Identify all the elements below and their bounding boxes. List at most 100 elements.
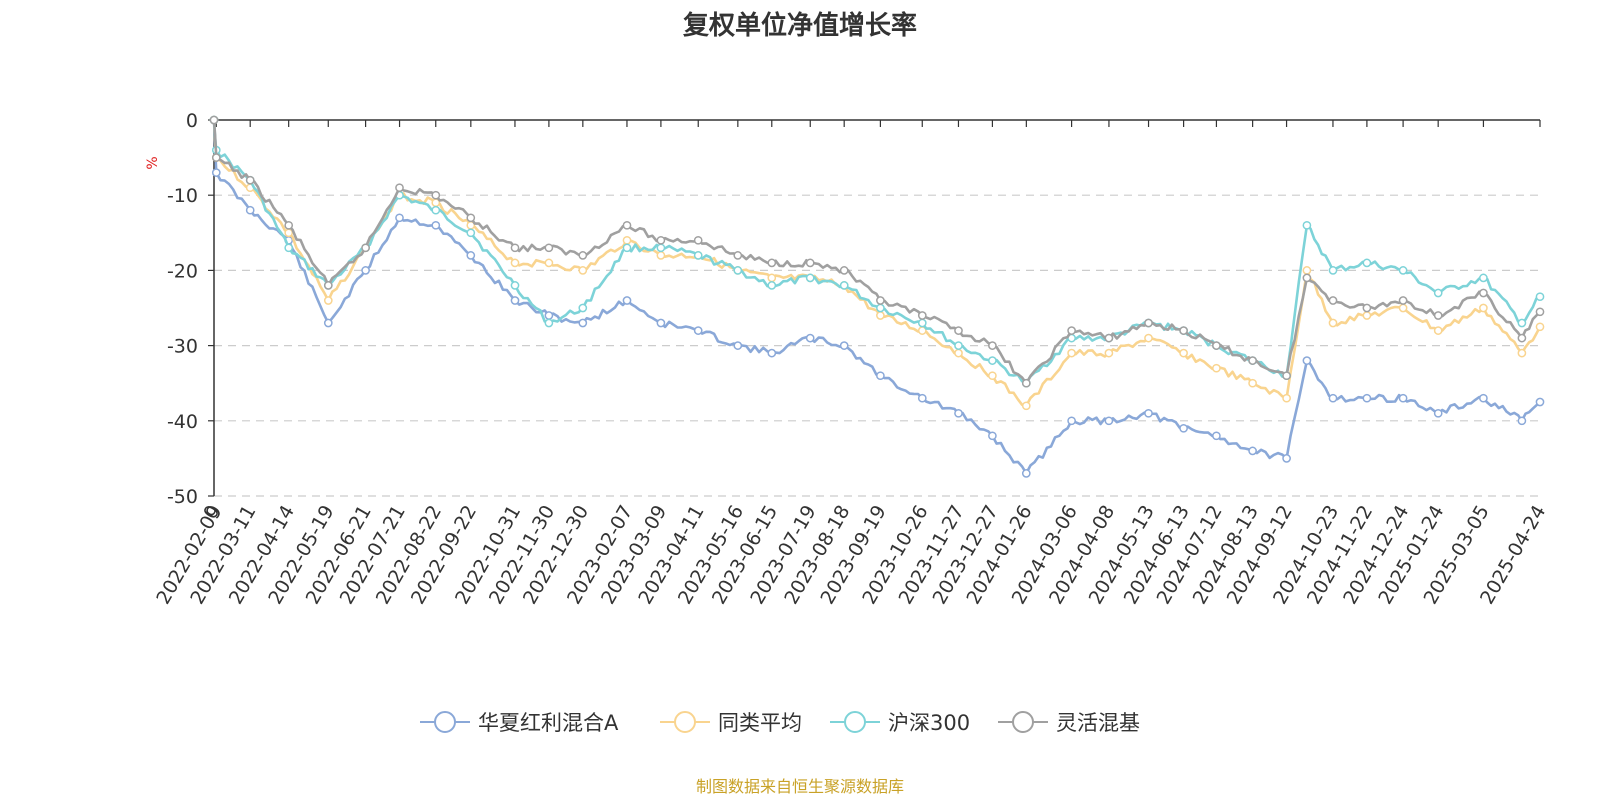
- data-point: [839, 266, 849, 275]
- data-point: [876, 296, 885, 305]
- data-point: [395, 183, 404, 193]
- data-point: [323, 296, 333, 305]
- data-point: [284, 220, 294, 230]
- data-point: [1248, 378, 1257, 388]
- data-point: [954, 408, 963, 418]
- series-line: [212, 119, 1541, 385]
- data-point: [1362, 303, 1372, 313]
- data-point: [544, 258, 554, 268]
- data-point: [1479, 273, 1488, 283]
- data-point: [954, 341, 963, 350]
- data-point: [1104, 416, 1114, 426]
- data-point: [284, 228, 294, 238]
- legend-item[interactable]: 同类平均: [660, 711, 802, 735]
- data-point: [876, 371, 885, 381]
- data-point: [1179, 423, 1188, 433]
- data-point: [656, 318, 666, 328]
- data-point: [1179, 326, 1188, 335]
- y-tick-label: -30: [167, 336, 198, 358]
- data-point: [1535, 322, 1545, 332]
- data-point: [323, 281, 333, 290]
- data-point: [1248, 446, 1257, 456]
- legend-item[interactable]: 灵活混基: [998, 711, 1140, 735]
- legend-circle-icon: [674, 711, 696, 733]
- data-point: [733, 341, 743, 350]
- legend: 华夏红利混合A 同类平均 沪深300 灵活混基: [420, 711, 1140, 735]
- data-point: [578, 251, 588, 260]
- data-point: [917, 318, 927, 328]
- axes: 0-10-20-30-40-5002022-02-092022-03-11202…: [152, 110, 1550, 608]
- data-point: [245, 205, 255, 215]
- data-point: [805, 333, 815, 343]
- data-point: [211, 168, 221, 177]
- data-point: [1144, 318, 1153, 328]
- data-point: [466, 228, 476, 238]
- data-point: [988, 371, 997, 381]
- data-point: [361, 243, 370, 253]
- data-point: [1021, 378, 1031, 388]
- data-point: [1104, 333, 1114, 343]
- data-point: [876, 311, 885, 320]
- data-point: [431, 205, 441, 215]
- data-point: [1535, 307, 1545, 317]
- data-point: [622, 235, 632, 245]
- data-point: [466, 213, 476, 223]
- data-point: [578, 303, 588, 313]
- data-point: [431, 190, 441, 200]
- legend-item[interactable]: 华夏红利混合A: [420, 711, 619, 735]
- data-point: [1021, 469, 1031, 478]
- data-point: [1479, 303, 1488, 313]
- data-point: [1517, 333, 1527, 343]
- data-point: [622, 220, 632, 230]
- data-point: [1517, 416, 1527, 426]
- data-point: [1433, 288, 1443, 298]
- data-point: [1067, 348, 1076, 358]
- data-point: [1328, 266, 1338, 275]
- legend-circle-icon: [1012, 711, 1034, 733]
- data-point: [656, 251, 666, 260]
- data-point: [578, 318, 588, 328]
- data-point: [1398, 393, 1408, 403]
- legend-label: 华夏红利混合A: [478, 711, 619, 735]
- data-point: [1302, 266, 1312, 275]
- grid: [214, 194, 1540, 497]
- data-point: [1517, 348, 1527, 358]
- data-point: [1433, 408, 1443, 418]
- data-point: [839, 281, 849, 290]
- data-point: [1433, 326, 1443, 335]
- data-point: [988, 341, 997, 350]
- data-point: [1398, 303, 1408, 313]
- data-point: [839, 341, 849, 350]
- data-point: [656, 243, 666, 253]
- data-point: [954, 326, 963, 335]
- y-tick-label: -10: [167, 185, 198, 207]
- data-point: [1248, 356, 1257, 365]
- data-point: [510, 243, 520, 253]
- legend-item[interactable]: 沪深300: [830, 711, 970, 735]
- data-point: [733, 266, 743, 275]
- data-point: [988, 356, 997, 365]
- data-point: [211, 153, 221, 162]
- data-point: [1021, 401, 1031, 411]
- legend-label: 同类平均: [718, 711, 802, 735]
- data-point: [622, 296, 632, 305]
- data-point: [917, 311, 927, 320]
- data-point: [209, 115, 219, 125]
- data-point: [805, 273, 815, 283]
- data-point: [767, 273, 777, 283]
- y-tick-label: -40: [167, 411, 198, 433]
- chart-title: 复权单位净值增长率: [683, 10, 917, 41]
- data-point: [1212, 341, 1221, 350]
- data-point: [1535, 397, 1545, 407]
- data-point: [733, 251, 743, 260]
- data-point: [395, 213, 404, 223]
- data-point: [954, 348, 963, 358]
- data-point: [1282, 454, 1291, 463]
- data-point: [1398, 296, 1408, 305]
- data-point: [1328, 318, 1338, 328]
- data-point: [544, 243, 554, 253]
- data-point: [1104, 348, 1114, 358]
- data-point: [1144, 333, 1153, 343]
- data-point: [510, 281, 520, 290]
- data-point: [805, 258, 815, 268]
